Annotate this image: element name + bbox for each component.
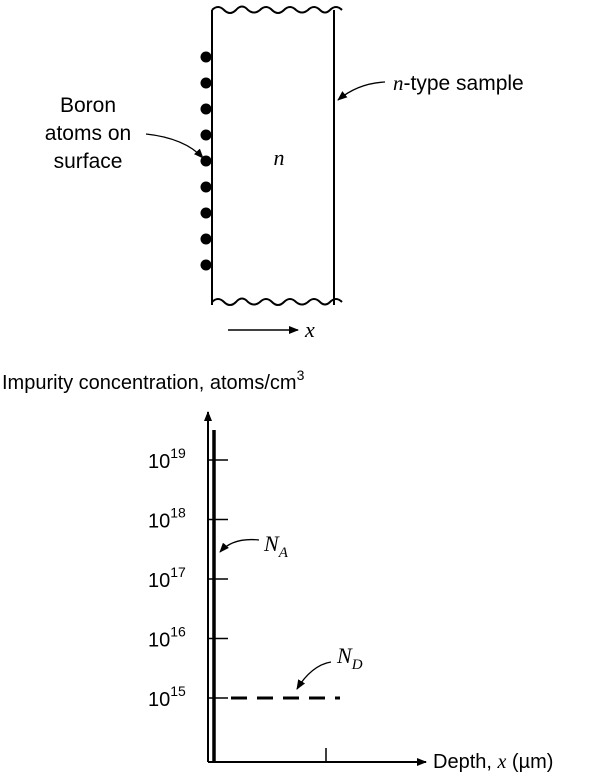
na-label-main: N [263, 531, 280, 556]
y-axis-title: Impurity concentration, atoms/cm3 [2, 367, 305, 394]
sample-label: n-type sample [393, 71, 524, 95]
x-axis-title-var: x [496, 751, 506, 773]
y-ticks: 1015 1016 1017 1018 1019 [148, 445, 228, 711]
sample-inner-label: n [274, 145, 285, 170]
boron-pointer-arrow [145, 133, 204, 159]
boron-label-line1: Boron [60, 94, 116, 117]
na-label: NA [263, 531, 289, 561]
boron-atom [200, 103, 212, 115]
x-axis-title-text: Depth, [433, 751, 497, 773]
y-tick-label: 1019 [148, 445, 186, 473]
x-axis-title: Depth, x (µm) [433, 751, 553, 773]
sample-bottom-break [211, 297, 343, 306]
boron-label-line2: atoms on [45, 122, 131, 145]
boron-atom [200, 233, 212, 245]
boron-label-line3: surface [54, 150, 123, 173]
y-tick-label: 1016 [148, 624, 186, 652]
y-tick-label: 1017 [148, 564, 186, 592]
sample-pointer-arrow [337, 81, 386, 101]
x-axis-title-unit: (µm) [506, 751, 553, 773]
nd-label-main: N [336, 643, 353, 668]
boron-atom [200, 181, 212, 193]
sample-top-break [211, 5, 343, 14]
nd-label: ND [336, 643, 363, 673]
x-direction-label: x [304, 317, 315, 342]
na-label-sub: A [278, 545, 289, 561]
y-axis-title-text: Impurity concentration, atoms/cm [2, 372, 297, 394]
y-tick-label: 1015 [148, 683, 186, 711]
y-axis-title-sup: 3 [297, 367, 305, 383]
n-type-sample [211, 5, 343, 306]
nd-label-sub: D [351, 657, 363, 673]
boron-atoms [200, 51, 212, 271]
nd-pointer-arrow [296, 661, 332, 690]
boron-atom [200, 129, 212, 141]
boron-atom [200, 77, 212, 89]
na-pointer-arrow [219, 538, 260, 553]
sample-label-rest: -type sample [404, 72, 524, 95]
boron-atom [200, 207, 212, 219]
y-tick-label: 1018 [148, 505, 186, 533]
boron-atom [200, 51, 212, 63]
boron-atom [200, 259, 212, 271]
sample-label-n: n [393, 71, 404, 95]
